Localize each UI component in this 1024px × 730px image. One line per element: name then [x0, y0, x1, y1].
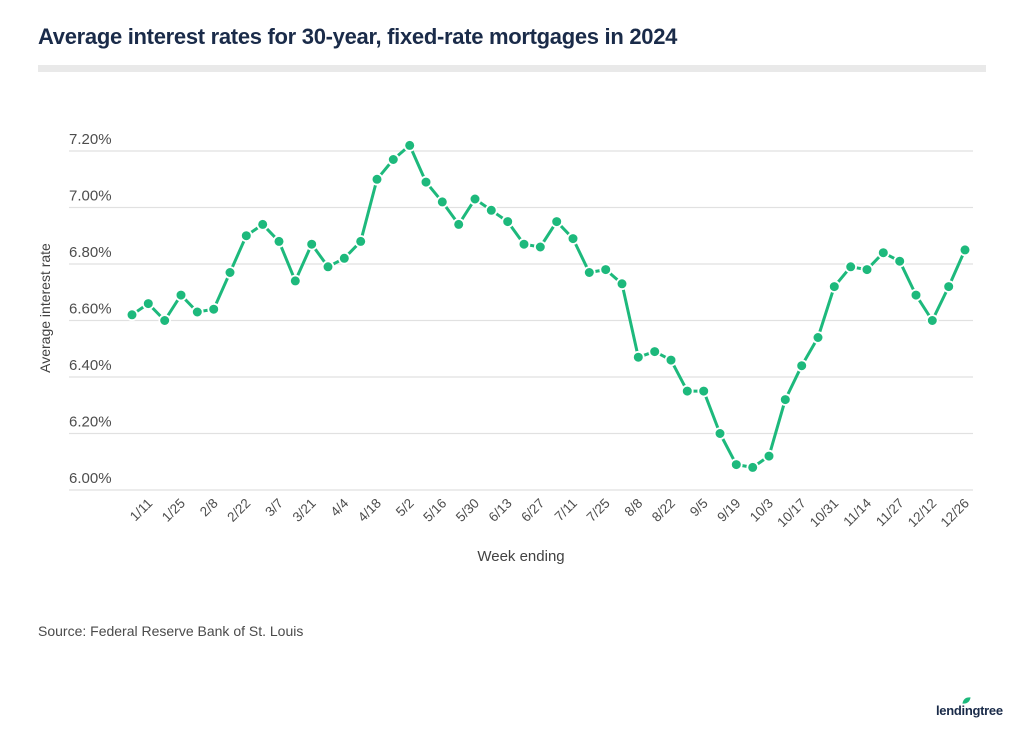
data-point [305, 237, 319, 251]
x-tick-label: 8/22 [649, 496, 678, 525]
data-point [876, 246, 890, 260]
y-tick-label: 6.20% [69, 414, 112, 431]
lendingtree-logo-text: lendingtree [936, 703, 1003, 718]
data-point [746, 461, 759, 474]
x-axis-title: Week ending [477, 548, 564, 565]
data-point [615, 277, 629, 291]
x-tick-label: 7/11 [552, 496, 580, 524]
data-point [386, 153, 400, 166]
source-note: Source: Federal Reserve Bank of St. Loui… [38, 623, 304, 639]
data-point [191, 305, 204, 319]
x-tick-label: 5/16 [420, 496, 449, 525]
data-point [860, 263, 874, 276]
data-point [158, 314, 172, 327]
x-tick-label: 12/26 [938, 496, 973, 531]
data-point [925, 314, 939, 327]
x-tick-label: 3/7 [262, 496, 286, 520]
x-tick-label: 6/27 [518, 496, 547, 525]
data-point [174, 288, 188, 302]
data-point [550, 215, 563, 228]
y-tick-label: 6.60% [69, 301, 112, 318]
lendingtree-logo: lendingtree [936, 697, 1016, 721]
data-point [942, 280, 955, 293]
x-tick-label: 7/25 [584, 496, 613, 525]
x-tick-label: 12/12 [905, 496, 940, 531]
x-tick-label: 1/11 [127, 496, 155, 524]
data-point [729, 458, 743, 471]
x-tick-label: 9/19 [714, 496, 743, 525]
x-tick-label: 8/8 [622, 496, 646, 520]
data-point [811, 331, 825, 344]
x-tick-label: 5/30 [453, 496, 482, 525]
data-point [240, 229, 253, 243]
data-point [664, 353, 678, 367]
data-point [893, 254, 906, 268]
x-tick-label: 3/21 [290, 496, 319, 525]
data-point [370, 173, 384, 186]
data-point [207, 302, 221, 316]
data-point [958, 243, 972, 257]
x-tick-label: 11/14 [840, 495, 874, 529]
data-point [223, 266, 237, 279]
data-point [795, 359, 808, 373]
y-tick-label: 7.20% [69, 131, 112, 148]
y-tick-label: 6.40% [69, 357, 112, 374]
title-divider [38, 65, 986, 72]
rate-line [130, 143, 967, 469]
y-tick-label: 7.00% [69, 188, 112, 205]
leaf-icon [962, 697, 971, 704]
data-point [566, 232, 580, 245]
data-point [533, 240, 547, 254]
x-tick-label: 5/2 [393, 496, 417, 520]
y-tick-label: 6.80% [69, 244, 112, 261]
data-point [321, 260, 335, 274]
data-point [452, 218, 466, 231]
data-point [337, 252, 351, 265]
data-point [778, 393, 792, 406]
data-point [762, 449, 776, 463]
data-point [697, 384, 710, 398]
data-point [288, 274, 302, 288]
data-point [501, 215, 515, 228]
data-point [354, 235, 368, 248]
x-tick-label: 10/31 [807, 496, 842, 531]
x-tick-label: 2/22 [224, 496, 253, 525]
data-point [631, 350, 645, 364]
data-point [909, 288, 923, 302]
data-point [713, 427, 727, 440]
x-tick-label: 4/18 [355, 496, 384, 525]
data-point [435, 195, 449, 209]
data-point [403, 139, 417, 152]
y-tick-label: 6.00% [69, 470, 112, 487]
data-point [125, 308, 139, 322]
mortgage-rates-chart: 6.00% 6.20% 6.40% 6.60% 6.80% 7.00% 7.20% Avera… [0, 90, 1024, 590]
chart-svg: 6.00% 6.20% 6.40% 6.60% 6.80% 7.00% 7.20% Avera… [37, 131, 973, 565]
data-point [468, 192, 482, 206]
data-point [648, 345, 661, 358]
x-tick-label: 6/13 [486, 496, 515, 525]
page-title: Average interest rates for 30-year, fixe… [38, 24, 678, 49]
data-point [582, 266, 596, 279]
data-point [419, 175, 433, 189]
data-point [142, 297, 155, 310]
x-tick-label: 9/5 [687, 496, 711, 520]
x-tick-label: 11/27 [873, 496, 907, 530]
data-point [844, 260, 857, 274]
x-tick-label: 10/3 [747, 496, 776, 525]
data-point [484, 204, 498, 217]
x-tick-label: 2/8 [197, 496, 221, 520]
data-point [827, 280, 841, 293]
data-point [256, 218, 270, 231]
x-tick-label: 10/17 [774, 496, 809, 531]
x-tick-label: 1/25 [159, 496, 188, 525]
data-point [517, 237, 531, 251]
x-tick-label: 4/4 [328, 495, 352, 519]
data-point [599, 263, 612, 276]
data-point [272, 235, 286, 248]
data-point [680, 384, 694, 398]
y-axis-title: Average interest rate [37, 243, 53, 373]
